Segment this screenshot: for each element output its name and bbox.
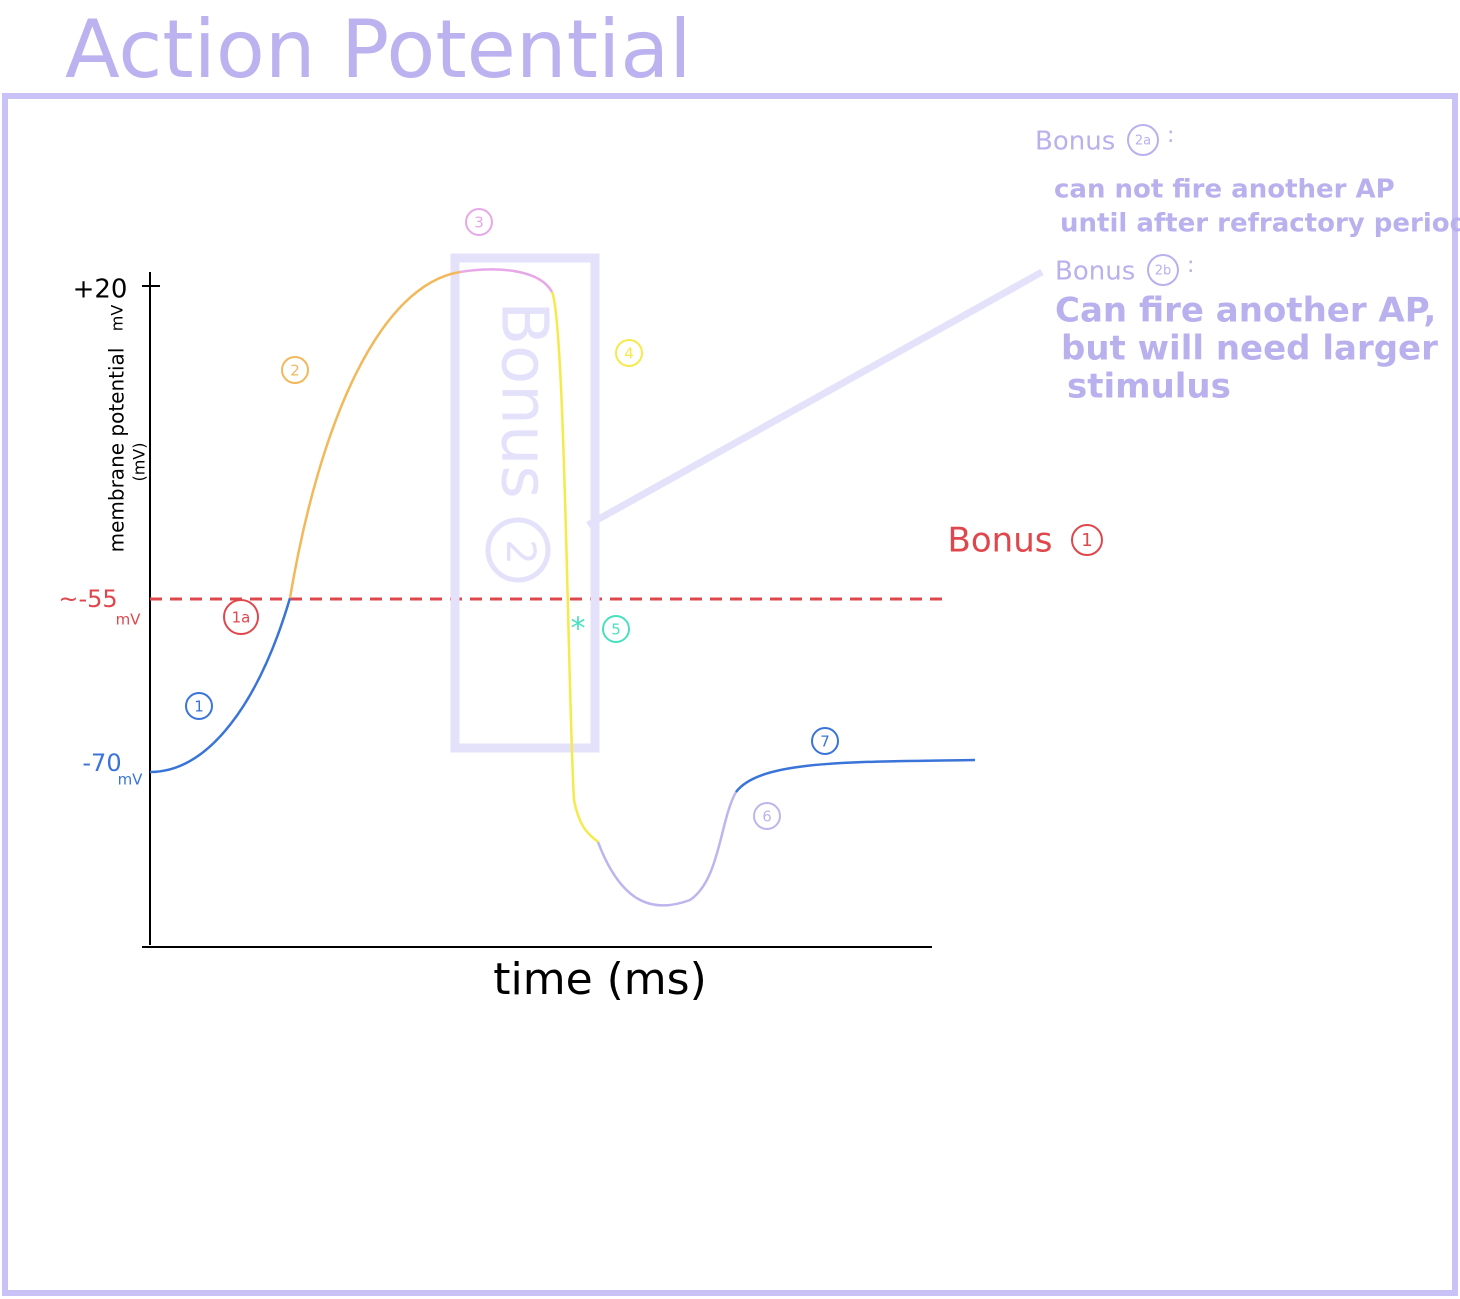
- note-line: but will need larger: [1061, 329, 1438, 369]
- curve-hyperpolarize: [596, 791, 738, 907]
- resting-unit: mV: [118, 771, 144, 789]
- y-axis-unit: (mV): [130, 442, 149, 481]
- phase-marker-label: 2: [290, 362, 300, 380]
- note-line: until after refractory period: [1060, 209, 1460, 239]
- resting-label: -70: [82, 749, 121, 777]
- bonus-box-number: 2: [497, 539, 543, 564]
- phase-marker-circle: [465, 208, 493, 236]
- note-tag-circle: [1127, 124, 1159, 156]
- phase-marker-circle: [281, 356, 309, 384]
- phase-marker-label: 6: [762, 808, 772, 826]
- phase-marker-circle: [615, 339, 643, 367]
- phase-marker-circle: [811, 727, 839, 755]
- x-axis-label: time (ms): [493, 954, 707, 1005]
- bonus-box-label: Bonus: [486, 301, 560, 499]
- phase-marker-label: 1: [194, 698, 204, 716]
- phase-marker-label: 4: [624, 345, 634, 363]
- note-tag: 2a: [1135, 134, 1151, 149]
- bonus-1-label: Bonus: [948, 521, 1053, 561]
- y-axis-label: membrane potential: [105, 348, 129, 553]
- note-line: can not fire another AP: [1054, 175, 1395, 205]
- title: Action Potential: [65, 3, 691, 96]
- phase-marker-label: 3: [474, 214, 484, 232]
- curve-rest: [735, 758, 976, 793]
- note-tag-circle: [1147, 254, 1179, 286]
- note-colon: :: [1187, 253, 1194, 278]
- phase-marker-label: 5: [611, 621, 621, 639]
- y-top-unit: mV: [108, 305, 127, 332]
- star: *: [571, 612, 586, 647]
- curve-peak: [459, 268, 554, 293]
- phase-marker-circle: [602, 615, 630, 643]
- note-colon: :: [1167, 123, 1174, 148]
- bonus-box-circle: [485, 517, 551, 583]
- connector: [586, 268, 1044, 529]
- note-label: Bonus: [1055, 257, 1135, 287]
- phase-marker-circle: [223, 599, 259, 635]
- note-line: stimulus: [1067, 367, 1231, 407]
- bonus-box: [450, 253, 600, 753]
- curve-depolarize-start: [149, 597, 292, 774]
- note-tag: 2b: [1155, 264, 1172, 279]
- y-top-label: +20: [73, 275, 128, 305]
- bonus-1-number: 1: [1081, 530, 1092, 551]
- note-label: Bonus: [1035, 127, 1115, 157]
- threshold-unit: mV: [116, 611, 142, 629]
- phase-marker-label: 7: [820, 733, 830, 751]
- note-line: Can fire another AP,: [1055, 291, 1436, 331]
- phase-marker-circle: [185, 692, 213, 720]
- phase-marker-circle: [753, 802, 781, 830]
- bonus-1-circle: [1071, 524, 1103, 556]
- frame: [2, 93, 1458, 1296]
- threshold-label: ~-55: [58, 585, 117, 613]
- phase-marker-label: 1a: [232, 609, 251, 627]
- curve-depolarize: [288, 270, 461, 599]
- curve-repolarize: [550, 291, 599, 843]
